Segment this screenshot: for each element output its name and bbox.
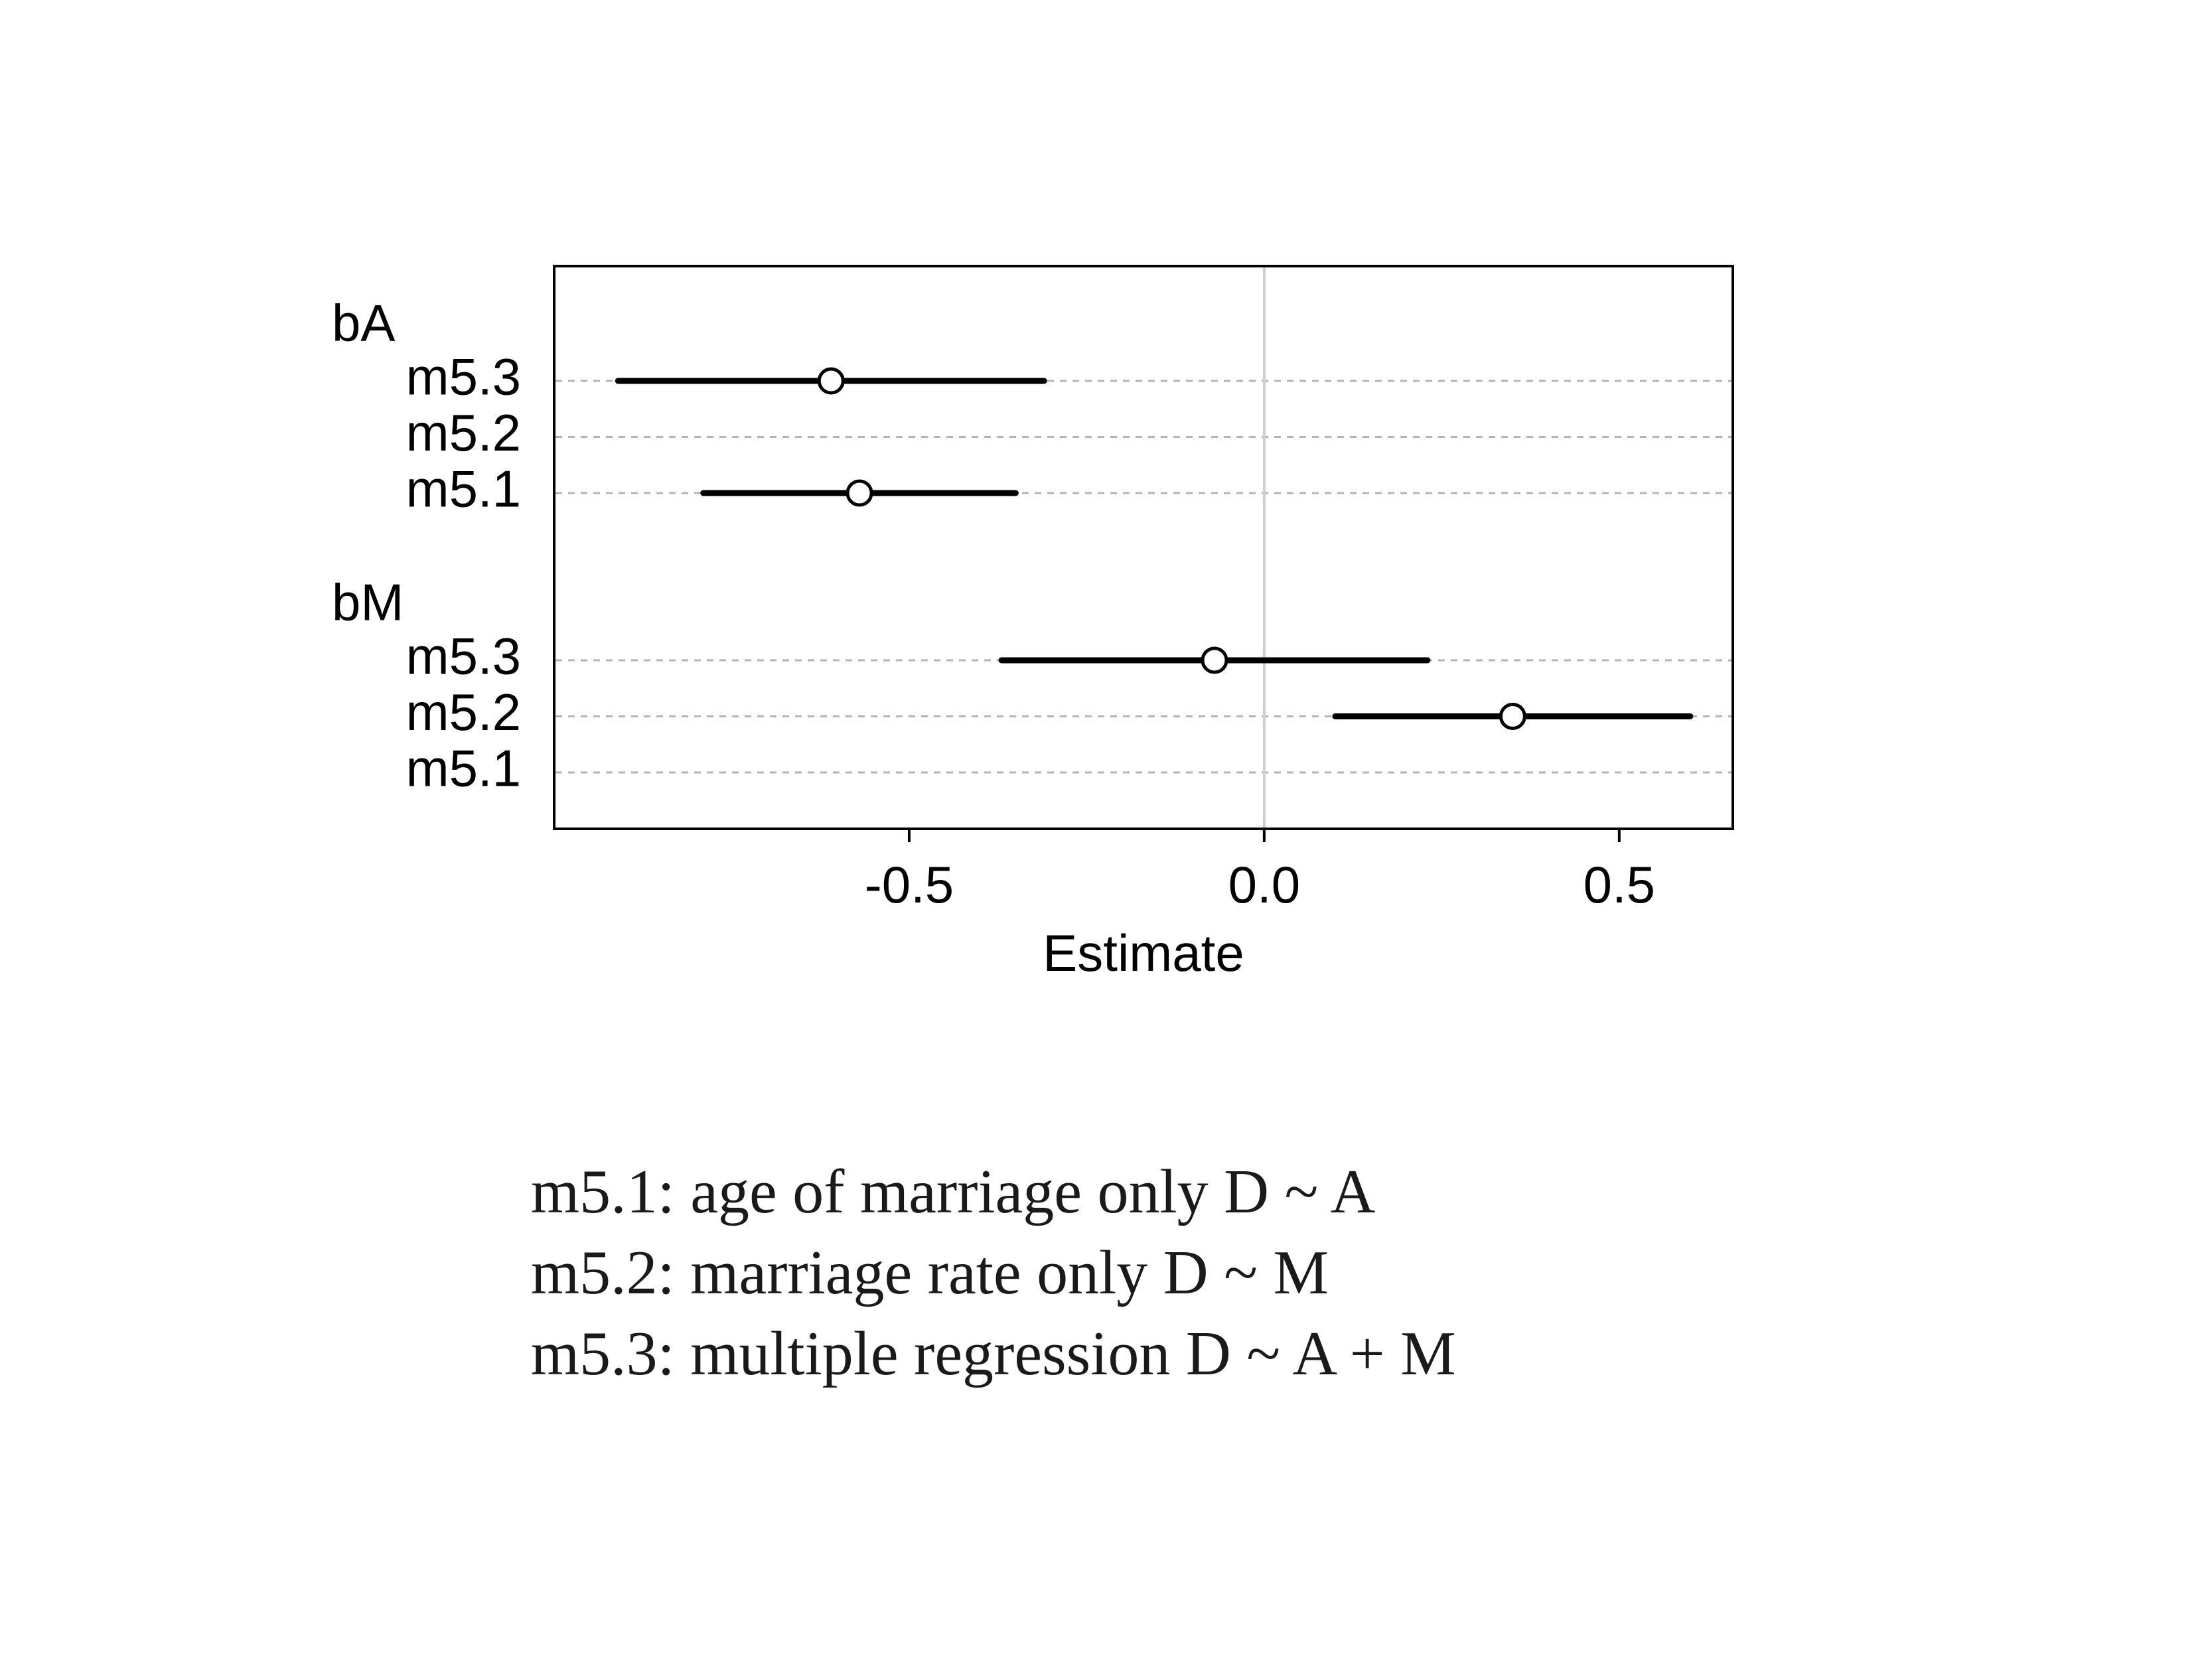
x-tick-label: 0.5: [1584, 855, 1655, 914]
caption-line-m5-2: m5.2: marriage rate only D ~ M: [531, 1238, 1329, 1307]
group-label-bA: bA: [332, 294, 395, 352]
caption: m5.1: age of marriage only D ~ A m5.2: m…: [531, 1151, 1456, 1394]
estimate-point-bM-m5.2: [1499, 703, 1526, 730]
x-tick-label: 0.0: [1228, 855, 1300, 914]
row-label-bM-m5.3: m5.3: [406, 627, 521, 685]
row-label-bA-m5.1: m5.1: [406, 460, 521, 518]
row-label-bM-m5.1: m5.1: [406, 739, 521, 798]
row-label-bA-m5.3: m5.3: [406, 348, 521, 406]
caption-line-m5-3: m5.3: multiple regression D ~ A + M: [531, 1319, 1456, 1388]
group-label-bM: bM: [332, 573, 404, 632]
row-label-bA-m5.2: m5.2: [406, 403, 521, 462]
x-tick-label: -0.5: [865, 855, 954, 914]
estimate-point-bA-m5.1: [846, 479, 873, 507]
row-label-bM-m5.2: m5.2: [406, 683, 521, 741]
plot-frame: [553, 265, 1734, 830]
x-axis-label: Estimate: [1043, 924, 1244, 982]
estimate-point-bA-m5.3: [817, 367, 845, 395]
estimate-point-bM-m5.3: [1201, 646, 1228, 674]
caption-line-m5-1: m5.1: age of marriage only D ~ A: [531, 1157, 1376, 1226]
